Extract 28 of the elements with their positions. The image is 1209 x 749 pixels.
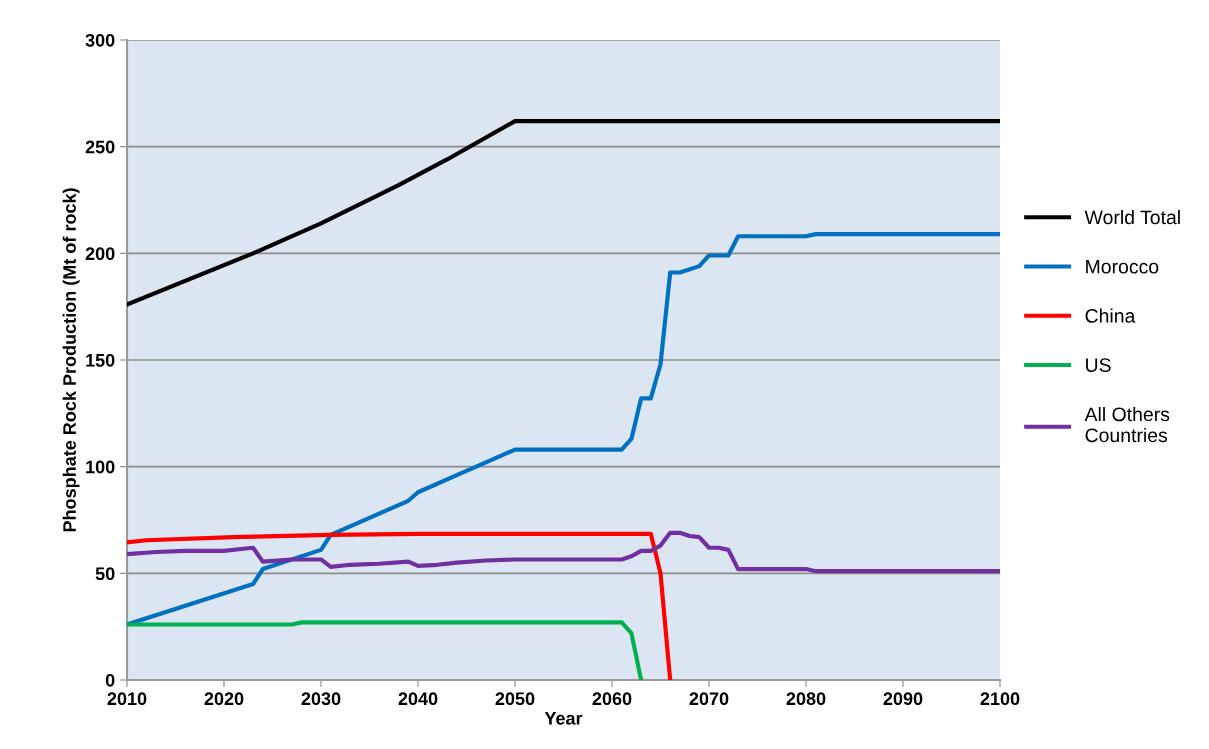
y-axis-title: Phosphate Rock Production (Mt of rock) <box>62 188 80 532</box>
y-tick-label: 50 <box>95 567 115 581</box>
legend-label: US <box>1086 358 1111 372</box>
x-tick-label: 2030 <box>301 692 341 706</box>
x-tick-label: 2040 <box>398 692 438 706</box>
y-tick-label: 0 <box>105 673 115 687</box>
legend-label: Morocco <box>1086 259 1159 274</box>
line-series <box>127 531 673 680</box>
x-tick-label: 2080 <box>786 692 826 706</box>
legend-label: All Others Countries <box>1084 406 1170 443</box>
x-tick-label: 2020 <box>204 692 244 706</box>
y-tick-label: 300 <box>85 33 115 47</box>
x-tick-label: 2100 <box>980 692 1020 706</box>
y-tick-label: 100 <box>86 460 115 474</box>
y-tick-label: 250 <box>85 140 115 154</box>
x-tick-label: 2090 <box>883 692 923 706</box>
x-tick-label: 2060 <box>592 692 632 706</box>
x-tick-label: 2010 <box>107 692 147 706</box>
line-series <box>127 118 1000 307</box>
x-tick-label: 2070 <box>689 692 729 706</box>
line-series <box>127 620 644 680</box>
line-series <box>127 530 1000 574</box>
y-tick-label: 200 <box>85 247 115 261</box>
y-tick-label: 150 <box>86 353 115 367</box>
legend-label: World Total <box>1084 209 1180 225</box>
x-axis-title: Year <box>544 712 583 725</box>
x-tick-label: 2050 <box>495 692 535 706</box>
legend-label: China <box>1085 308 1136 323</box>
